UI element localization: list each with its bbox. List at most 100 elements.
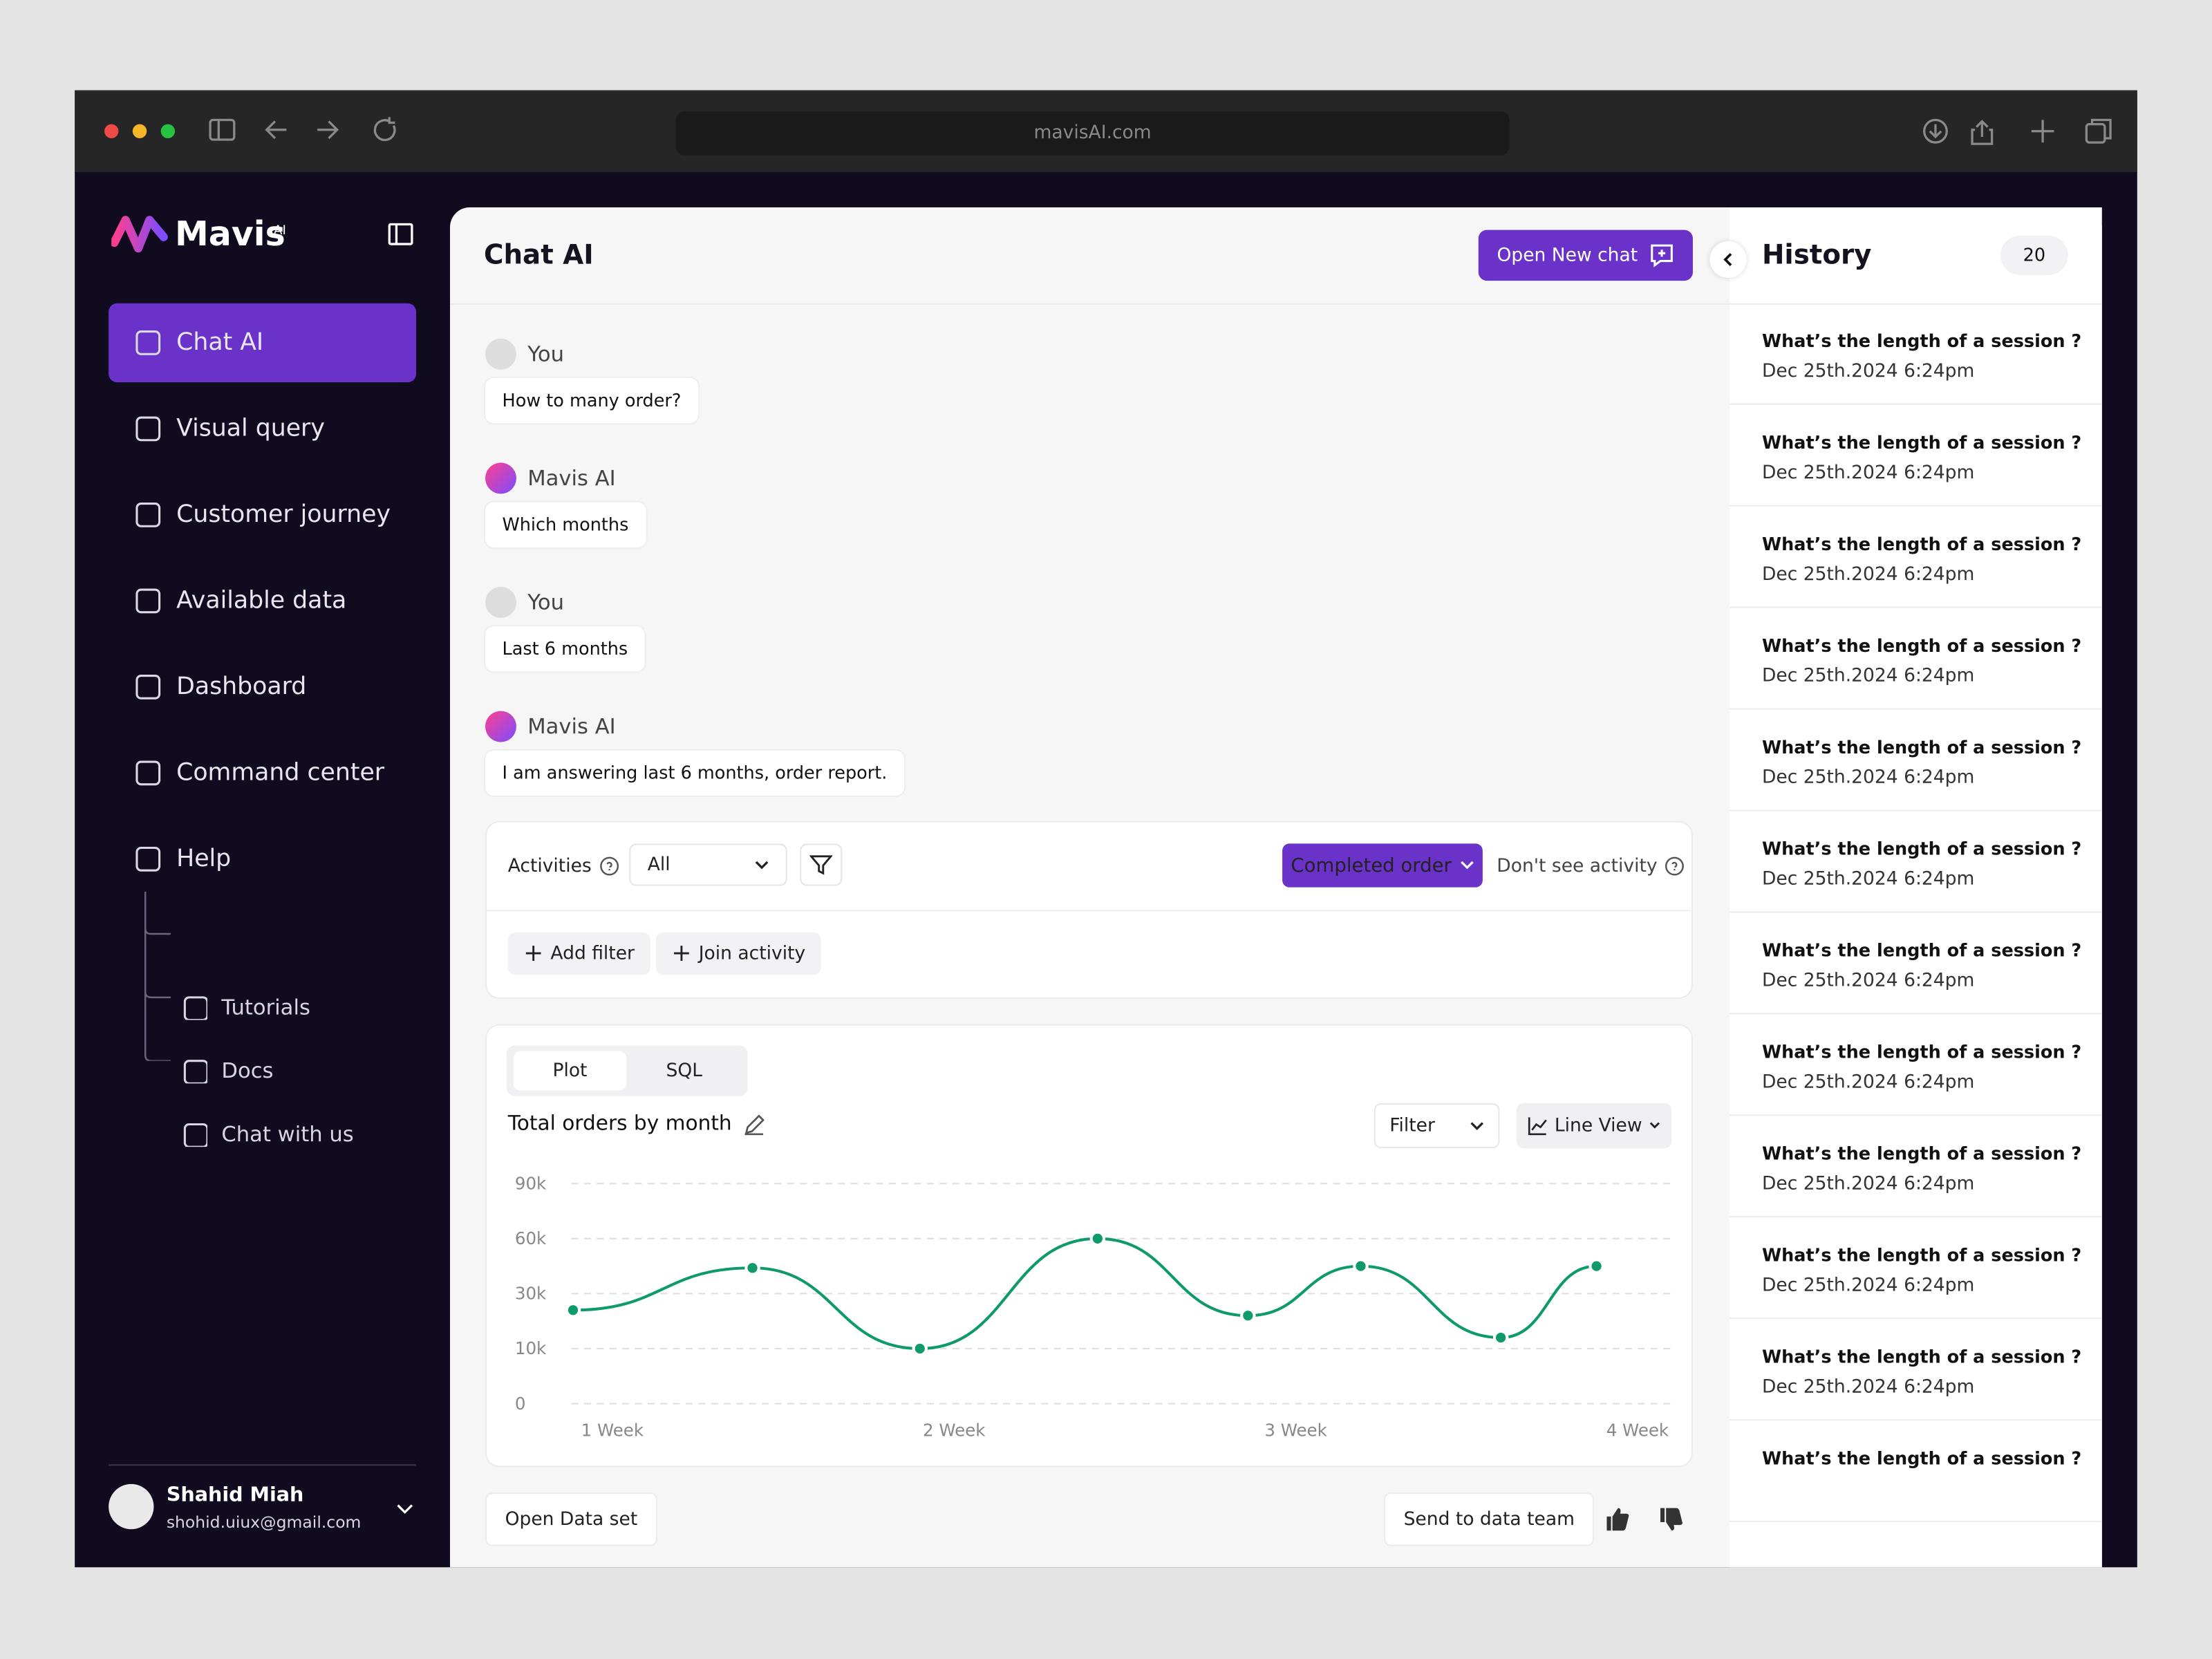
open-dataset-button[interactable]: Open Data set xyxy=(485,1492,657,1546)
nav-item[interactable]: Customer journey xyxy=(109,476,416,554)
logo-icon xyxy=(111,216,168,253)
collapse-sidebar[interactable] xyxy=(388,223,413,245)
help-item[interactable]: Chat with us xyxy=(182,1121,354,1147)
author-name: You xyxy=(527,341,565,367)
dont-see-activity[interactable]: Don't see activity xyxy=(1497,845,1684,887)
user-avatar xyxy=(109,1483,154,1530)
data-point xyxy=(565,1302,581,1318)
address-bar[interactable]: mavisAI.com xyxy=(675,111,1510,156)
message-author: You xyxy=(485,586,565,618)
chart-filter[interactable]: Filter xyxy=(1374,1103,1500,1149)
message-bubble: Last 6 months xyxy=(485,626,645,672)
x-tick-label: 1 Week xyxy=(581,1421,644,1441)
sql-tab[interactable]: SQL xyxy=(666,1060,703,1082)
nav-icon xyxy=(183,996,207,1020)
browser-actions[interactable] xyxy=(1920,115,2118,147)
data-point xyxy=(1353,1258,1369,1274)
history-date: Dec 25th.2024 6:24pm xyxy=(1761,564,1975,585)
nav-item[interactable]: Visual query xyxy=(109,389,416,468)
history-item[interactable]: What’s the length of a session ? Dec 25th… xyxy=(1730,1116,2102,1218)
history-item[interactable]: What’s the length of a session ? Dec 25th… xyxy=(1730,405,2102,507)
history-item[interactable]: What’s the length of a session ? Dec 25th… xyxy=(1730,303,2102,405)
feedback-buttons[interactable] xyxy=(1604,1506,1703,1534)
nav-label: Chat AI xyxy=(176,328,264,357)
plus-icon: + xyxy=(671,939,692,968)
new-chat-button[interactable]: Open New chat xyxy=(1478,229,1693,281)
history-item[interactable]: What’s the length of a session ? Dec 25th… xyxy=(1730,1014,2102,1116)
history-date: Dec 25th.2024 6:24pm xyxy=(1761,1275,1975,1297)
history-date: Dec 25th.2024 6:24pm xyxy=(1761,462,1975,484)
zoom-button[interactable] xyxy=(160,124,176,138)
nav-item[interactable]: Dashboard xyxy=(109,648,416,727)
history-item[interactable]: What’s the length of a session ? Dec 25th… xyxy=(1730,710,2102,812)
history-panel: History 20 What’s the length of a sessio… xyxy=(1709,207,2102,1568)
nav-icon xyxy=(135,416,161,442)
nav-label: Command center xyxy=(176,758,385,787)
close-button[interactable] xyxy=(104,124,119,138)
help-item[interactable]: Tutorials xyxy=(182,995,310,1020)
label: Activities xyxy=(507,855,592,877)
minimize-button[interactable] xyxy=(132,124,147,138)
author-name: You xyxy=(527,590,565,615)
history-item[interactable]: What’s the length of a session ? xyxy=(1730,1421,2102,1523)
help-item[interactable]: Docs xyxy=(182,1058,274,1084)
chevron xyxy=(1461,861,1474,870)
plot-tab[interactable]: Plot xyxy=(513,1051,627,1091)
nav-item[interactable]: Chat AI xyxy=(109,303,417,383)
history-date: Dec 25th.2024 6:24pm xyxy=(1761,666,1975,687)
y-tick-label: 90k xyxy=(515,1173,547,1193)
nav-item[interactable]: Command center xyxy=(109,733,416,812)
sidebar: Mavis AI Chat AI Visual query Customer jou… xyxy=(75,172,450,1567)
select-value: All xyxy=(647,854,671,876)
history-item[interactable]: What’s the length of a session ? Dec 25th… xyxy=(1730,1319,2102,1421)
browser-window: mavisAI.com Mavis AI Chat AI Visual query… xyxy=(75,90,2137,1568)
history-item[interactable]: What’s the length of a session ? Dec 25th… xyxy=(1730,912,2102,1015)
info-icon xyxy=(1665,856,1684,876)
collapse-history[interactable] xyxy=(1709,241,1747,279)
chat-icon xyxy=(1651,244,1673,268)
label: Completed order xyxy=(1291,854,1452,877)
history-count: 20 xyxy=(2000,235,2068,275)
send-to-team-button[interactable]: Send to data team xyxy=(1384,1492,1595,1546)
chart-title-row: Total orders by month xyxy=(508,1113,765,1136)
user-menu[interactable] xyxy=(396,1503,413,1515)
nav-icon xyxy=(135,760,161,786)
message-author: You xyxy=(485,338,565,370)
plus-icon: + xyxy=(523,939,544,968)
activity-select[interactable]: All xyxy=(629,843,787,886)
edit-icon[interactable] xyxy=(743,1114,765,1135)
history-item[interactable]: What’s the length of a session ? Dec 25th… xyxy=(1730,1217,2102,1320)
view-tabs: Plot SQL xyxy=(506,1045,748,1096)
chat-header xyxy=(450,207,1730,305)
history-item[interactable]: What’s the length of a session ? Dec 25th… xyxy=(1730,608,2102,710)
history-date: Dec 25th.2024 6:24pm xyxy=(1761,1376,1975,1398)
author-name: Mavis AI xyxy=(527,713,616,740)
data-point xyxy=(1588,1258,1604,1274)
nav-item[interactable]: Help xyxy=(109,820,416,899)
nav-icon xyxy=(183,1123,207,1147)
nav-controls[interactable] xyxy=(207,115,405,147)
line-view-select[interactable]: Line View xyxy=(1516,1103,1672,1149)
divider xyxy=(487,910,1691,912)
help-label: Chat with us xyxy=(221,1121,354,1147)
help-label: Docs xyxy=(221,1058,274,1084)
history-question: What’s the length of a session ? xyxy=(1761,1143,2082,1164)
history-date: Dec 25th.2024 6:24pm xyxy=(1761,1072,1975,1094)
activities-card: Activities All Completed order Don't see… xyxy=(485,821,1693,999)
history-question: What’s the length of a session ? xyxy=(1761,1041,2082,1062)
completed-order-button[interactable]: Completed order xyxy=(1282,843,1483,888)
history-question: What’s the length of a session ? xyxy=(1761,736,2082,758)
history-item[interactable]: What’s the length of a session ? Dec 25th… xyxy=(1730,507,2102,608)
history-item[interactable]: What’s the length of a session ? Dec 25th… xyxy=(1730,811,2102,913)
history-date: Dec 25th.2024 6:24pm xyxy=(1761,767,1975,789)
filter-button[interactable] xyxy=(800,843,843,886)
join-activity-button[interactable]: + Join activity xyxy=(655,932,821,975)
data-point xyxy=(1492,1329,1509,1346)
nav-icon xyxy=(135,588,161,614)
message-author: Mavis AI xyxy=(485,462,616,494)
nav-item[interactable]: Available data xyxy=(109,561,416,640)
add-filter-button[interactable]: + Add filter xyxy=(507,932,650,975)
data-point xyxy=(912,1340,928,1357)
author-avatar xyxy=(485,711,516,742)
